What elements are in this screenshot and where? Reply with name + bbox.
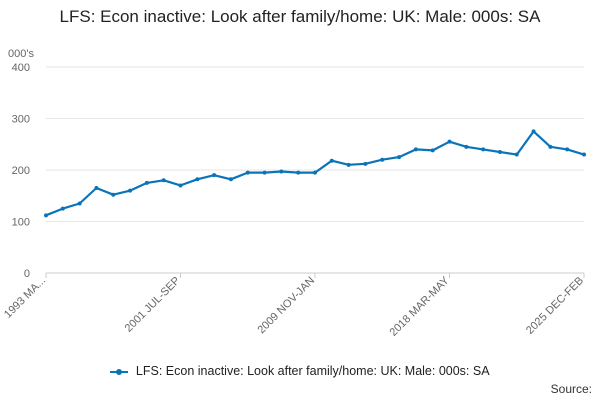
data-point (413, 147, 418, 152)
data-point (77, 201, 82, 206)
gridlines (46, 66, 584, 274)
y-tick-label: 400 (12, 62, 30, 74)
data-point (178, 183, 183, 188)
x-tick-label: 2018 MAR-MAY (388, 274, 453, 339)
x-tick-label: 1993 MA... (2, 275, 48, 321)
data-point (313, 170, 317, 175)
data-point (60, 206, 65, 211)
data-point (464, 144, 469, 149)
source-label: Source: (550, 382, 592, 396)
data-point (195, 177, 200, 182)
data-point (430, 148, 435, 153)
data-point (447, 139, 452, 144)
data-point (245, 170, 250, 175)
data-point (497, 149, 502, 154)
series-group (44, 129, 586, 218)
x-tick-label: 2001 JUL-SEP (123, 275, 183, 335)
data-point (212, 173, 217, 178)
y-tick-label: 200 (12, 165, 30, 177)
data-point (363, 161, 368, 166)
data-point (111, 192, 116, 197)
data-point (582, 152, 586, 157)
y-tick-label: 0 (24, 268, 30, 280)
x-tick-label: 2009 NOV-JAN (255, 275, 317, 337)
y-tick-label: 100 (12, 217, 30, 229)
data-point (144, 180, 149, 185)
y-axis-label: 000's (8, 48, 34, 60)
data-point (481, 147, 486, 152)
legend[interactable]: LFS: Econ inactive: Look after family/ho… (0, 364, 600, 378)
data-point (346, 162, 351, 167)
y-axis-ticks: 0 100 200 300 400 (12, 62, 30, 280)
x-tick-label: 2025 DEC-FEB (524, 275, 586, 337)
y-tick-label: 300 (12, 114, 30, 126)
data-point (279, 169, 284, 174)
data-point (531, 129, 536, 134)
data-point (329, 158, 334, 163)
legend-label: LFS: Econ inactive: Look after family/ho… (135, 364, 490, 378)
data-point (380, 157, 385, 162)
chart-title: LFS: Econ inactive: Look after family/ho… (59, 7, 541, 26)
data-point (296, 170, 301, 175)
data-point (514, 152, 519, 157)
data-point (128, 188, 133, 193)
data-point (228, 177, 233, 182)
data-point (397, 155, 402, 160)
data-point (262, 170, 267, 175)
data-point (548, 144, 553, 149)
legend-line-icon (110, 368, 129, 375)
data-point (565, 147, 570, 152)
data-point (44, 213, 48, 218)
data-point (94, 186, 99, 191)
data-point (161, 178, 166, 183)
x-axis-ticks: 1993 MA... 2001 JUL-SEP 2009 NOV-JAN 2018 M… (2, 273, 586, 339)
